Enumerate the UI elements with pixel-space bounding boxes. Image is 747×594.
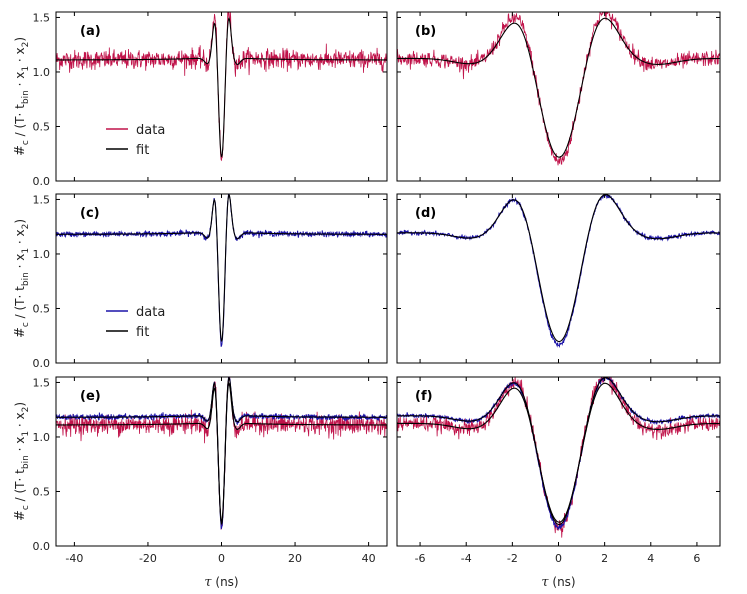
series-data bbox=[397, 194, 720, 349]
axes-frame bbox=[396, 11, 721, 182]
x-tick-label: -6 bbox=[415, 552, 426, 565]
x-axis-label: τ (ns) bbox=[204, 575, 238, 590]
y-tick-label: 0.0 bbox=[33, 175, 51, 188]
legend-label-fit: fit bbox=[136, 143, 149, 158]
y-tick-label: 0.0 bbox=[33, 357, 51, 370]
plot-area bbox=[56, 194, 387, 347]
y-axis-label: #c / (T· tbin · x1 · x2) bbox=[13, 219, 31, 338]
y-tick-label: 1.5 bbox=[33, 193, 51, 206]
panel-c: 0.0 0.5 1.0 1.5 (c) data fit #c / (T· tbin · x1… bbox=[13, 193, 388, 370]
panel-label: (f) bbox=[415, 389, 433, 404]
y-tick-label: 0.0 bbox=[33, 540, 51, 553]
axes-frame bbox=[55, 193, 388, 364]
panel-label: (c) bbox=[80, 206, 100, 221]
series-data bbox=[56, 194, 387, 347]
x-tick-label: -20 bbox=[139, 552, 157, 565]
series-fit-2 bbox=[397, 377, 720, 526]
panel-e: 0.0 0.5 1.0 1.5 -40 -20 0 20 40 (e) #c / (T· tbin … bbox=[13, 376, 388, 590]
series-data-red bbox=[56, 377, 387, 530]
panel-b: (b) bbox=[396, 11, 721, 182]
legend-label-data: data bbox=[136, 305, 165, 320]
x-tick-label: -40 bbox=[65, 552, 83, 565]
x-tick-label: 6 bbox=[693, 552, 700, 565]
x-axis-label: τ (ns) bbox=[541, 575, 575, 590]
y-axis-label: #c / (T· tbin · x1 · x2) bbox=[13, 402, 31, 521]
y-axis-label: #c / (T· tbin · x1 · x2) bbox=[13, 37, 31, 156]
x-tick-label: 20 bbox=[288, 552, 302, 565]
plot-area bbox=[397, 377, 720, 538]
legend-label-fit: fit bbox=[136, 325, 149, 340]
x-tick-label: -4 bbox=[461, 552, 472, 565]
panel-label: (e) bbox=[80, 389, 101, 404]
panel-d: (d) bbox=[396, 193, 721, 364]
series-data-red bbox=[397, 377, 720, 538]
series-fit-1 bbox=[56, 381, 387, 523]
axes-frame bbox=[396, 193, 721, 364]
plot-area bbox=[397, 12, 720, 166]
series-fit-2 bbox=[56, 377, 387, 525]
series-fit bbox=[56, 194, 387, 342]
y-tick-label: 1.0 bbox=[33, 248, 51, 261]
plot-area bbox=[56, 12, 387, 162]
y-tick-label: 1.0 bbox=[33, 431, 51, 444]
y-tick-label: 1.5 bbox=[33, 11, 51, 24]
series-fit-1 bbox=[397, 382, 720, 523]
plot-area bbox=[56, 377, 387, 530]
x-tick-label: -2 bbox=[507, 552, 518, 565]
series-fit bbox=[397, 194, 720, 343]
series-fit bbox=[397, 17, 720, 158]
panel-label: (a) bbox=[80, 24, 101, 39]
x-tick-label: 2 bbox=[601, 552, 608, 565]
legend-label-data: data bbox=[136, 123, 165, 138]
x-tick-label: 0 bbox=[555, 552, 562, 565]
y-tick-label: 0.5 bbox=[33, 120, 51, 133]
plot-area bbox=[397, 194, 720, 349]
series-data bbox=[397, 12, 720, 166]
panel-f: -6 -4 -2 0 2 4 6 (f) τ (ns) bbox=[396, 376, 721, 590]
x-tick-label: 4 bbox=[647, 552, 654, 565]
series-data-blue bbox=[397, 377, 720, 531]
x-tick-label: 0 bbox=[218, 552, 225, 565]
panel-label: (d) bbox=[415, 206, 436, 221]
series-data bbox=[56, 12, 387, 162]
series-fit bbox=[56, 16, 387, 158]
x-tick-label: 40 bbox=[362, 552, 376, 565]
y-tick-label: 0.5 bbox=[33, 302, 51, 315]
y-tick-label: 0.5 bbox=[33, 485, 51, 498]
y-tick-label: 1.5 bbox=[33, 376, 51, 389]
panel-a: 0.0 0.5 1.0 1.5 (a) data fit #c / (T· tbin · x1… bbox=[13, 11, 388, 188]
panel-label: (b) bbox=[415, 24, 436, 39]
axes-frame bbox=[396, 376, 721, 547]
series-data-blue bbox=[56, 377, 387, 530]
y-tick-label: 1.0 bbox=[33, 66, 51, 79]
